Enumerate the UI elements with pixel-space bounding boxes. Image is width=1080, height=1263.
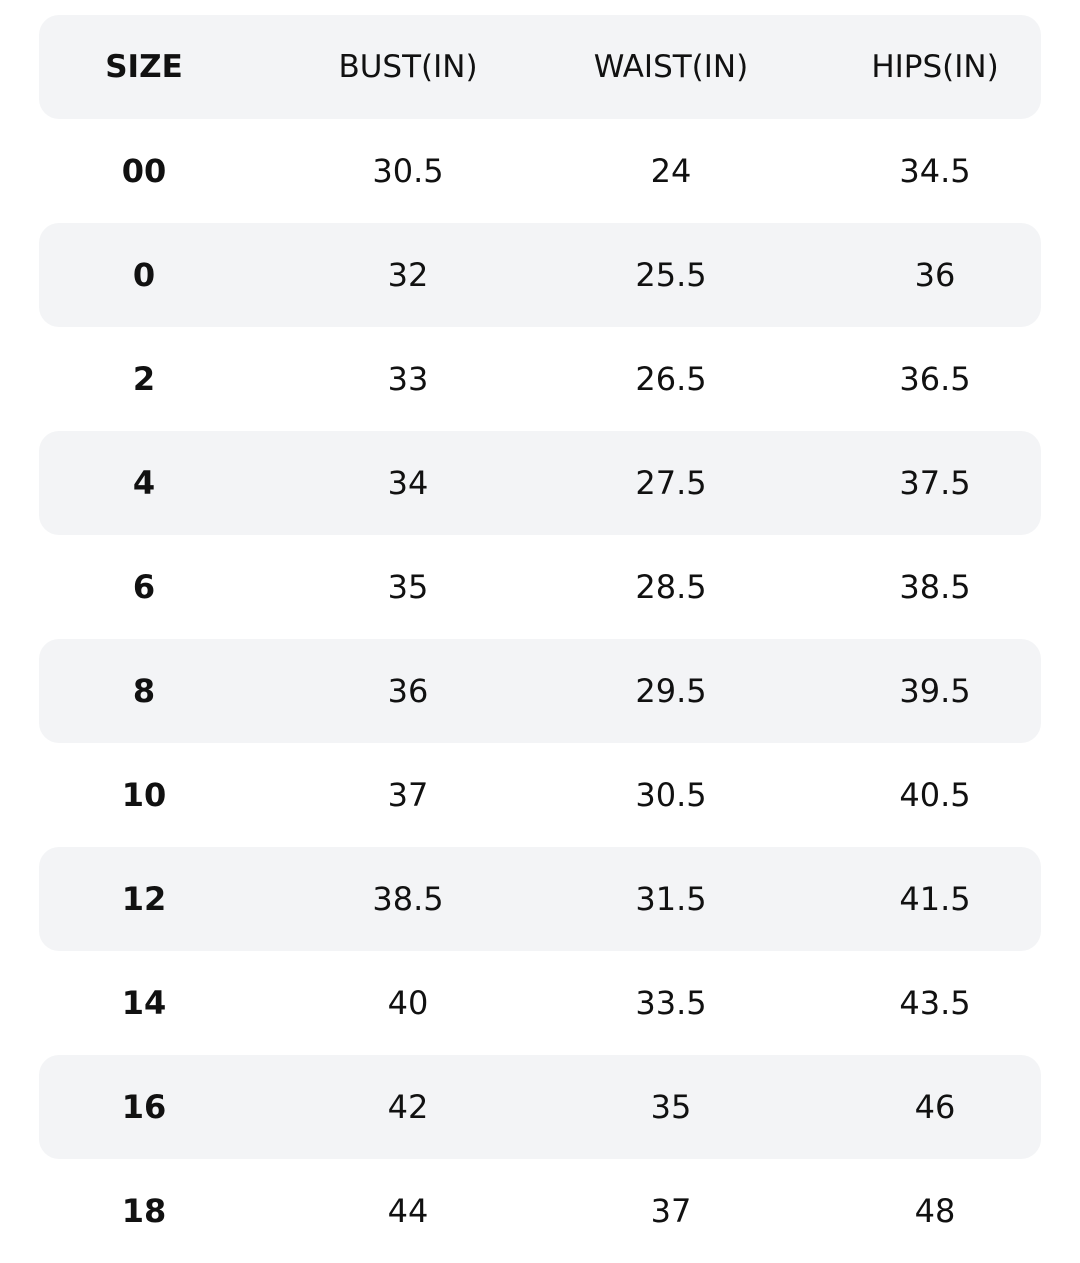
table-row: 00 30.5 24 34.5 — [39, 119, 1041, 223]
table-cell: 38.5 — [899, 568, 971, 606]
table-cell: 37.5 — [899, 464, 971, 502]
table-cell: 32 — [387, 256, 429, 294]
table-cell: 29.5 — [635, 672, 707, 710]
table-cell: 48 — [914, 1192, 956, 1230]
table-cell: 28.5 — [635, 568, 707, 606]
table-row: 4 34 27.5 37.5 — [39, 431, 1041, 535]
table-cell: 24 — [650, 152, 692, 190]
table-cell: 00 — [121, 152, 167, 190]
table-cell: 34.5 — [899, 152, 971, 190]
table-cell: 30.5 — [635, 776, 707, 814]
table-cell: 36 — [914, 256, 956, 294]
header-cell: BUST(IN) — [338, 49, 478, 85]
table-cell: 6 — [132, 568, 156, 606]
table-cell: 12 — [121, 880, 167, 918]
size-table: SIZE BUST(IN) WAIST(IN) HIPS(IN) 00 30.5 24 34.… — [39, 15, 1041, 1263]
table-cell: 37 — [387, 776, 429, 814]
table-cell: 4 — [132, 464, 156, 502]
table-cell: 46 — [914, 1088, 956, 1126]
table-cell: 26.5 — [635, 360, 707, 398]
table-cell: 30.5 — [372, 152, 444, 190]
table-cell: 35 — [650, 1088, 692, 1126]
table-cell: 0 — [132, 256, 156, 294]
table-cell: 25.5 — [635, 256, 707, 294]
table-cell: 31.5 — [635, 880, 707, 918]
table-cell: 40.5 — [899, 776, 971, 814]
table-cell: 37 — [650, 1192, 692, 1230]
table-row: 0 32 25.5 36 — [39, 223, 1041, 327]
table-row: 2 33 26.5 36.5 — [39, 327, 1041, 431]
table-row: 6 35 28.5 38.5 — [39, 535, 1041, 639]
header-cell: SIZE — [105, 49, 183, 85]
table-cell: 41.5 — [899, 880, 971, 918]
table-cell: 42 — [387, 1088, 429, 1126]
table-cell: 33.5 — [635, 984, 707, 1022]
header-cell: HIPS(IN) — [871, 49, 999, 85]
table-row: 18 44 37 48 — [39, 1159, 1041, 1263]
table-row: 8 36 29.5 39.5 — [39, 639, 1041, 743]
table-row: 14 40 33.5 43.5 — [39, 951, 1041, 1055]
table-row: 12 38.5 31.5 41.5 — [39, 847, 1041, 951]
table-cell: 16 — [121, 1088, 167, 1126]
header-cell: WAIST(IN) — [593, 49, 749, 85]
table-cell: 44 — [387, 1192, 429, 1230]
table-cell: 14 — [121, 984, 167, 1022]
table-cell: 18 — [121, 1192, 167, 1230]
table-cell: 36 — [387, 672, 429, 710]
table-cell: 2 — [132, 360, 156, 398]
table-cell: 38.5 — [372, 880, 444, 918]
table-row: 16 42 35 46 — [39, 1055, 1041, 1159]
table-cell: 40 — [387, 984, 429, 1022]
table-cell: 33 — [387, 360, 429, 398]
table-cell: 10 — [121, 776, 167, 814]
table-cell: 35 — [387, 568, 429, 606]
table-cell: 8 — [132, 672, 156, 710]
header-row: SIZE BUST(IN) WAIST(IN) HIPS(IN) — [39, 15, 1041, 119]
table-cell: 43.5 — [899, 984, 971, 1022]
table-cell: 27.5 — [635, 464, 707, 502]
table-cell: 34 — [387, 464, 429, 502]
table-cell: 36.5 — [899, 360, 971, 398]
table-cell: 39.5 — [899, 672, 971, 710]
table-row: 10 37 30.5 40.5 — [39, 743, 1041, 847]
